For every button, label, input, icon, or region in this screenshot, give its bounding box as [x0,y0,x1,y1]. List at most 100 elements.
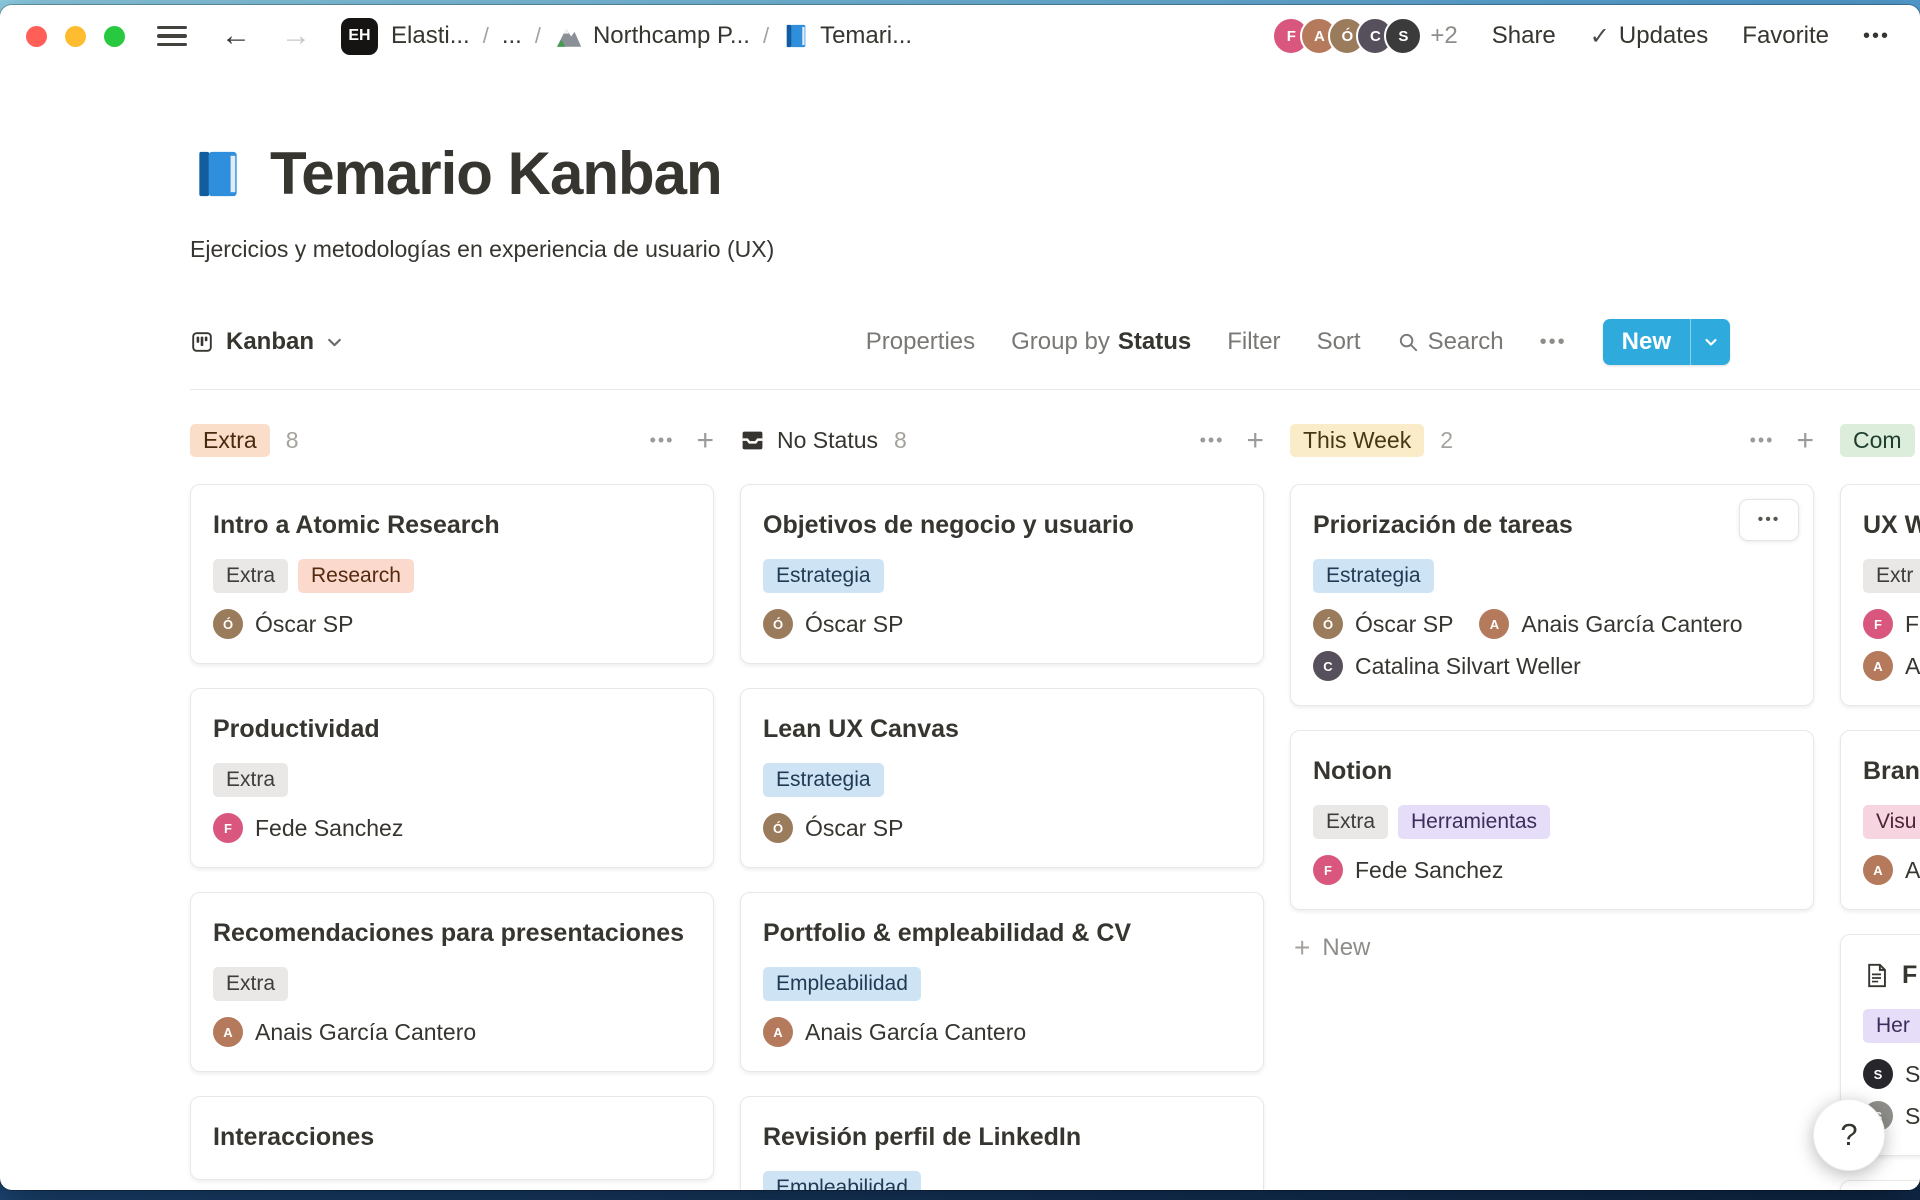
page-title[interactable]: Temario Kanban [190,139,1730,208]
page-subtitle[interactable]: Ejercicios y metodologías en experiencia… [190,236,775,262]
avatar: A [1863,651,1893,681]
column-add-button[interactable]: + [1246,423,1264,457]
sidebar-toggle-icon[interactable] [157,26,187,46]
card-tag: Herramientas [1398,805,1551,839]
column-status-pill[interactable]: Extra [190,424,270,457]
kanban-card[interactable]: Bran Visu A A [1840,730,1920,910]
kanban-card[interactable]: Productividad Extra F Fede Sanchez [190,688,714,868]
back-button[interactable]: ← [221,19,251,52]
page-icon-book[interactable] [190,146,246,202]
column-status-text: No Status [777,427,878,453]
group-by-button[interactable]: Group by Status [1011,328,1191,356]
kanban-card[interactable]: Interacciones [190,1096,714,1180]
workspace-logo[interactable]: EH [341,17,378,55]
card-tags: Visu [1863,805,1920,839]
filter-button[interactable]: Filter [1227,328,1281,355]
breadcrumb-item-project[interactable]: Northcamp P... [592,22,750,49]
page-head: Temario Kanban Ejercicios y metodologías… [190,139,1730,263]
breadcrumb-item-workspace[interactable]: Elasti... [391,22,470,49]
kanban-card[interactable]: Lean UX Canvas Estrategia Ó Óscar SP [740,688,1264,868]
column-count: 8 [285,427,299,453]
column-status-pill[interactable]: This Week [1290,424,1425,457]
avatar: A [213,1017,243,1047]
add-card-label: New [1322,934,1371,961]
favorite-button[interactable]: Favorite [1742,22,1829,49]
column-cards: Objetivos de negocio y usuario Estrategia… [740,484,1264,1190]
close-window-button[interactable] [26,25,47,47]
card-title-text: Bran [1863,757,1920,785]
search-label: Search [1427,328,1504,355]
column-status-pill[interactable]: Com [1840,424,1915,457]
column-more-button[interactable]: ••• [1749,430,1775,450]
assignee-row: C Catalina Silvart Weller [1313,651,1791,681]
assignee-name: Catalina Silvart Weller [1355,652,1581,679]
view-switcher[interactable]: Kanban [190,328,343,356]
search-button[interactable]: Search [1397,328,1504,356]
card-tag: Empleabilidad [763,1171,921,1190]
column-add-button[interactable]: + [696,423,714,457]
document-icon [1863,962,1890,989]
column-add-button[interactable]: + [1796,423,1814,457]
card-assignees: Ó Óscar SP A Anais García Cantero C Catalina … [1313,609,1791,681]
new-button[interactable]: New [1602,319,1730,365]
board-column-0: Extra 8 ••• + Intro a Atomic Research Extra Re… [190,422,714,1180]
sort-button[interactable]: Sort [1316,328,1361,355]
card-menu-button[interactable]: ••• [1739,499,1799,541]
view-more-button[interactable]: ••• [1539,330,1567,353]
card-assignees: A Anais García Cantero [763,1017,1241,1047]
column-more-button[interactable]: ••• [649,430,675,450]
kanban-card[interactable] [1840,1180,1920,1190]
card-tag: Extr [1863,559,1920,593]
assignee-name: F [1905,610,1920,637]
kanban-card[interactable]: Objetivos de negocio y usuario Estrategia… [740,484,1264,664]
user-avatar[interactable]: S [1384,17,1423,55]
kanban-card[interactable]: Intro a Atomic Research Extra Research Ó Ósc… [190,484,714,664]
card-assignees: F Fede Sanchez [213,813,691,843]
avatar: Ó [1313,609,1343,639]
forward-button[interactable]: → [281,19,311,52]
column-header: Extra 8 ••• + [190,422,714,459]
avatar-overflow-count[interactable]: +2 [1430,22,1458,49]
column-status-label[interactable]: No Status [740,427,878,454]
page-title-text: Temario Kanban [270,140,723,207]
plus-icon: + [1294,932,1311,963]
breadcrumb-item-page[interactable]: Temari... [820,22,913,49]
card-title-text: Intro a Atomic Research [213,511,500,539]
card-assignee: F Fede Sanchez [1313,855,1503,885]
check-icon: ✓ [1589,22,1610,50]
updates-button[interactable]: ✓ Updates [1590,22,1709,51]
card-title: Objetivos de negocio y usuario [763,507,1241,543]
card-title-text: Interacciones [213,1123,375,1151]
board-column-3: Com•••+UX WExtrFFAABranVisuAAFHerSSSS [1840,422,1920,1190]
assignee-name: S [1905,1060,1920,1087]
titlebar-actions: F A Ó C S +2 Share ✓ Updates Favorite ••• [1272,17,1890,55]
kanban-card[interactable]: UX W Extr F F A A [1840,484,1920,706]
add-card-button[interactable]: + New [1290,934,1814,962]
avatar: F [1313,855,1343,885]
titlebar: ← → EH Elasti... / ... / Northcamp P... … [0,5,1920,67]
properties-button[interactable]: Properties [865,328,976,355]
card-title: F [1863,957,1920,993]
minimize-window-button[interactable] [65,25,86,47]
card-title-text: Portfolio & empleabilidad & CV [763,919,1132,947]
share-button[interactable]: Share [1491,22,1556,49]
kanban-card[interactable]: Portfolio & empleabilidad & CV Empleabili… [740,892,1264,1072]
column-cards: UX WExtrFFAABranVisuAAFHerSSSS [1840,484,1920,1190]
new-button-label[interactable]: New [1602,319,1690,365]
kanban-card[interactable]: Recomendaciones para presentaciones Extra… [190,892,714,1072]
card-title: Intro a Atomic Research [213,507,691,543]
card-title: Bran [1863,753,1920,789]
toolbar-divider [190,389,1920,390]
zoom-window-button[interactable] [104,25,125,47]
kanban-card[interactable]: Notion Extra Herramientas F Fede Sanchez [1290,730,1814,910]
kanban-card[interactable]: ••• Priorización de tareas Estrategia Ó Ósca… [1290,484,1814,706]
breadcrumb-item-collapsed[interactable]: ... [501,22,522,49]
new-button-chevron[interactable] [1690,319,1730,365]
kanban-card[interactable]: Revisión perfil de LinkedIn Empleabilidad [740,1096,1264,1190]
more-options-button[interactable]: ••• [1862,24,1890,47]
card-tag: Empleabilidad [763,967,921,1001]
column-more-button[interactable]: ••• [1199,430,1225,450]
card-tags: Extra Research [213,559,691,593]
help-button[interactable]: ? [1813,1099,1885,1171]
